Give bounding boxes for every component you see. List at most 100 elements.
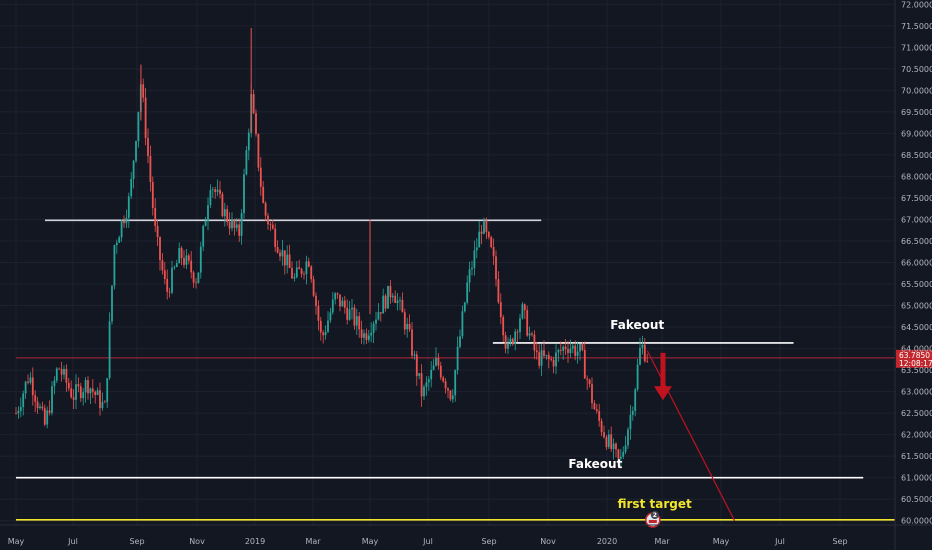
- candle-body: [600, 420, 603, 433]
- candle-body: [588, 379, 591, 385]
- candle-body: [569, 348, 572, 353]
- candle-body: [295, 267, 298, 278]
- candle-body: [430, 370, 433, 380]
- candle-body: [185, 255, 188, 265]
- candle-body: [60, 369, 63, 375]
- candle-body: [183, 258, 185, 265]
- candles: [15, 27, 649, 469]
- candle-body: [567, 349, 569, 353]
- candle-body: [514, 331, 517, 345]
- candle-body: [267, 215, 269, 225]
- candle-body: [564, 346, 567, 350]
- candle-body: [279, 252, 281, 257]
- candle-body: [91, 388, 94, 392]
- candle-body: [156, 225, 159, 238]
- candle-body: [41, 406, 44, 409]
- candle-body: [442, 377, 445, 382]
- candle-body: [187, 255, 190, 261]
- candle-body: [243, 174, 245, 214]
- candle-body: [127, 196, 130, 218]
- candle-body: [382, 295, 385, 314]
- candle-body: [240, 213, 243, 236]
- candle-body: [175, 263, 178, 268]
- candle-body: [204, 221, 207, 226]
- y-tick-label: 61.0000: [901, 474, 932, 483]
- current-price-text: 63.7850: [899, 351, 930, 360]
- candle-body: [195, 282, 197, 284]
- candle-body: [51, 386, 53, 413]
- candle-body: [627, 429, 629, 446]
- candle-body: [579, 343, 581, 352]
- candle-body: [322, 332, 325, 336]
- x-tick-label: 2019: [245, 537, 265, 546]
- candle-body: [355, 316, 358, 326]
- candle-body: [312, 279, 315, 296]
- candle-body: [135, 141, 137, 161]
- candle-body: [151, 181, 154, 208]
- candle-body: [235, 224, 238, 228]
- candle-body: [427, 379, 430, 383]
- candle-body: [528, 333, 531, 336]
- x-tick-label: May: [362, 537, 379, 546]
- candle-body: [363, 333, 365, 338]
- annotation-label: first target: [618, 497, 692, 511]
- candle-body: [639, 347, 641, 365]
- y-tick-label: 63.5000: [901, 366, 932, 375]
- candle-body: [619, 456, 622, 459]
- candle-body: [283, 250, 286, 266]
- y-tick-label: 62.5000: [901, 409, 932, 418]
- candle-body: [545, 355, 548, 356]
- candle-body: [562, 346, 565, 351]
- candle-body: [586, 378, 589, 380]
- candle-body: [291, 268, 293, 279]
- horizontal-levels: [16, 219, 895, 521]
- candle-body: [348, 309, 351, 320]
- candle-body: [228, 222, 231, 229]
- candle-body: [598, 411, 601, 421]
- y-tick-label: 60.5000: [901, 495, 932, 504]
- grid: [0, 0, 895, 525]
- candle-body: [631, 410, 634, 415]
- candle-body: [63, 368, 65, 375]
- candle-body: [375, 319, 377, 324]
- y-tick-label: 66.0000: [901, 259, 932, 268]
- candle-body: [643, 344, 646, 362]
- candle-body: [120, 220, 123, 238]
- y-tick-label: 69.0000: [901, 129, 932, 138]
- candle-body: [346, 307, 349, 320]
- candle-body: [99, 390, 101, 409]
- candle-body: [149, 155, 152, 182]
- candle-body: [161, 260, 164, 271]
- candle-body: [288, 254, 291, 269]
- candle-body: [399, 299, 401, 301]
- y-tick-label: 69.5000: [901, 108, 932, 117]
- candle-body: [70, 388, 73, 398]
- y-tick-label: 68.5000: [901, 151, 932, 160]
- candle-body: [334, 293, 337, 300]
- candle-body: [276, 247, 279, 253]
- candle-body: [163, 270, 166, 279]
- y-tick-label: 67.0000: [901, 215, 932, 224]
- candle-body: [84, 380, 87, 393]
- candle-body: [456, 346, 459, 371]
- y-tick-label: 67.5000: [901, 194, 932, 203]
- candle-body: [319, 320, 322, 333]
- x-tick-label: Jul: [422, 537, 433, 546]
- candle-body: [559, 350, 562, 351]
- candle-body: [511, 338, 514, 345]
- candle-body: [581, 343, 584, 350]
- candle-body: [75, 384, 77, 400]
- candle-body: [221, 194, 224, 217]
- x-tick-label: Sep: [832, 537, 847, 546]
- candle-body: [379, 312, 382, 314]
- candle-body: [31, 377, 34, 396]
- candle-body: [171, 267, 173, 293]
- candle-body: [257, 133, 260, 168]
- candle-body: [516, 331, 519, 333]
- candle-body: [612, 443, 615, 450]
- event-badge-count: 2: [653, 512, 657, 519]
- candle-body: [96, 390, 99, 395]
- candle-body: [55, 368, 58, 381]
